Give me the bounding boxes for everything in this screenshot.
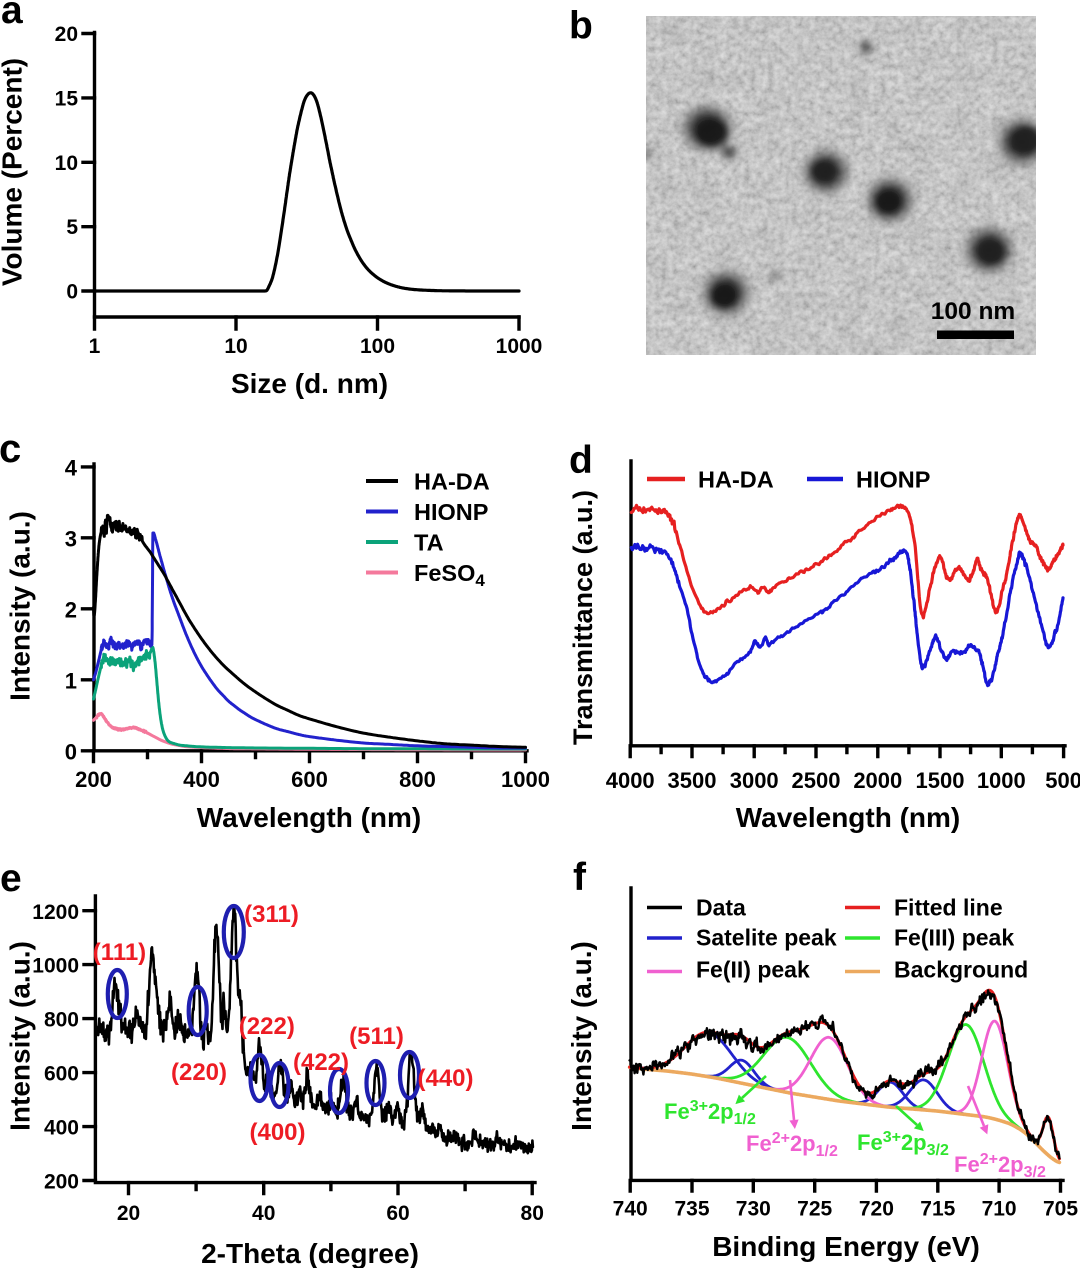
svg-text:100 nm: 100 nm [931, 298, 1015, 325]
svg-text:f: f [573, 856, 587, 899]
svg-text:HIONP: HIONP [856, 467, 930, 493]
svg-text:(222): (222) [239, 1013, 295, 1040]
svg-text:100: 100 [360, 335, 395, 358]
svg-text:1000: 1000 [496, 335, 543, 358]
svg-text:1000: 1000 [977, 768, 1026, 793]
svg-text:Intensity (a.u.): Intensity (a.u.) [5, 941, 36, 1131]
svg-text:FeSO4: FeSO4 [414, 560, 485, 590]
svg-text:3500: 3500 [668, 768, 717, 793]
svg-text:Fe(III) peak: Fe(III) peak [894, 925, 1014, 951]
svg-text:(422): (422) [293, 1049, 349, 1076]
svg-text:b: b [569, 5, 593, 48]
svg-text:1000: 1000 [32, 955, 79, 978]
svg-text:4000: 4000 [606, 768, 655, 793]
svg-text:e: e [0, 857, 22, 900]
svg-text:730: 730 [736, 1198, 771, 1221]
svg-text:800: 800 [44, 1009, 79, 1032]
svg-text:Intensity (a.u.): Intensity (a.u.) [566, 941, 597, 1131]
svg-text:HIONP: HIONP [414, 499, 488, 525]
svg-text:Fitted line: Fitted line [894, 895, 1003, 921]
svg-text:400: 400 [183, 767, 220, 792]
svg-text:600: 600 [291, 767, 328, 792]
svg-text:40: 40 [252, 1202, 275, 1225]
svg-text:400: 400 [44, 1117, 79, 1140]
svg-text:10: 10 [55, 152, 78, 175]
svg-text:0: 0 [65, 739, 77, 764]
svg-text:15: 15 [55, 87, 79, 110]
svg-text:1000: 1000 [501, 767, 550, 792]
svg-text:(511): (511) [349, 1023, 404, 1050]
svg-text:1: 1 [89, 335, 101, 358]
svg-text:3000: 3000 [730, 768, 779, 793]
svg-text:HA-DA: HA-DA [414, 469, 490, 495]
svg-text:705: 705 [1043, 1198, 1078, 1221]
svg-text:80: 80 [521, 1202, 544, 1225]
svg-text:710: 710 [982, 1198, 1017, 1221]
svg-text:735: 735 [674, 1198, 709, 1221]
svg-text:3: 3 [65, 526, 77, 551]
svg-text:20: 20 [117, 1202, 140, 1225]
svg-text:Satelite peak: Satelite peak [696, 925, 837, 951]
svg-text:740: 740 [613, 1198, 648, 1221]
svg-text:Volume (Percent): Volume (Percent) [0, 58, 28, 286]
svg-text:2500: 2500 [792, 768, 841, 793]
svg-text:Wavelength (nm): Wavelength (nm) [736, 802, 961, 833]
svg-text:720: 720 [859, 1198, 894, 1221]
svg-text:800: 800 [399, 767, 436, 792]
svg-text:500: 500 [1045, 768, 1080, 793]
svg-text:200: 200 [75, 767, 112, 792]
svg-text:Fe(II) peak: Fe(II) peak [696, 957, 810, 983]
svg-text:Data: Data [696, 895, 746, 921]
svg-text:4: 4 [65, 455, 78, 480]
svg-text:(311): (311) [244, 901, 299, 928]
svg-text:1: 1 [65, 668, 77, 693]
svg-text:c: c [0, 427, 21, 471]
svg-text:Binding Energy (eV): Binding Energy (eV) [712, 1231, 980, 1262]
svg-text:Background: Background [894, 957, 1028, 983]
svg-text:Fe3+2p3/2: Fe3+2p3/2 [857, 1129, 949, 1159]
svg-text:TA: TA [414, 530, 444, 556]
svg-text:200: 200 [44, 1171, 79, 1194]
svg-text:Intensity (a.u.): Intensity (a.u.) [5, 511, 36, 701]
svg-text:725: 725 [797, 1198, 832, 1221]
svg-text:1200: 1200 [32, 901, 79, 924]
svg-text:d: d [569, 439, 593, 482]
svg-text:5: 5 [66, 216, 78, 239]
svg-text:2-Theta (degree): 2-Theta (degree) [201, 1238, 419, 1268]
svg-text:10: 10 [224, 335, 247, 358]
svg-text:(111): (111) [93, 939, 146, 966]
svg-text:60: 60 [386, 1202, 409, 1225]
svg-text:2: 2 [65, 597, 77, 622]
svg-text:600: 600 [44, 1063, 79, 1086]
svg-text:a: a [1, 0, 23, 32]
svg-text:715: 715 [920, 1198, 955, 1221]
svg-text:(220): (220) [171, 1059, 227, 1086]
svg-text:Size (d. nm): Size (d. nm) [231, 368, 388, 399]
svg-text:(440): (440) [417, 1065, 473, 1092]
svg-text:Transmittance (a.u.): Transmittance (a.u.) [568, 490, 598, 745]
svg-text:Wavelength (nm): Wavelength (nm) [197, 802, 422, 833]
svg-text:HA-DA: HA-DA [698, 467, 774, 493]
svg-text:20: 20 [55, 23, 78, 46]
svg-text:0: 0 [66, 281, 78, 304]
svg-text:(400): (400) [249, 1119, 305, 1146]
svg-text:2000: 2000 [853, 768, 902, 793]
svg-text:1500: 1500 [916, 768, 965, 793]
